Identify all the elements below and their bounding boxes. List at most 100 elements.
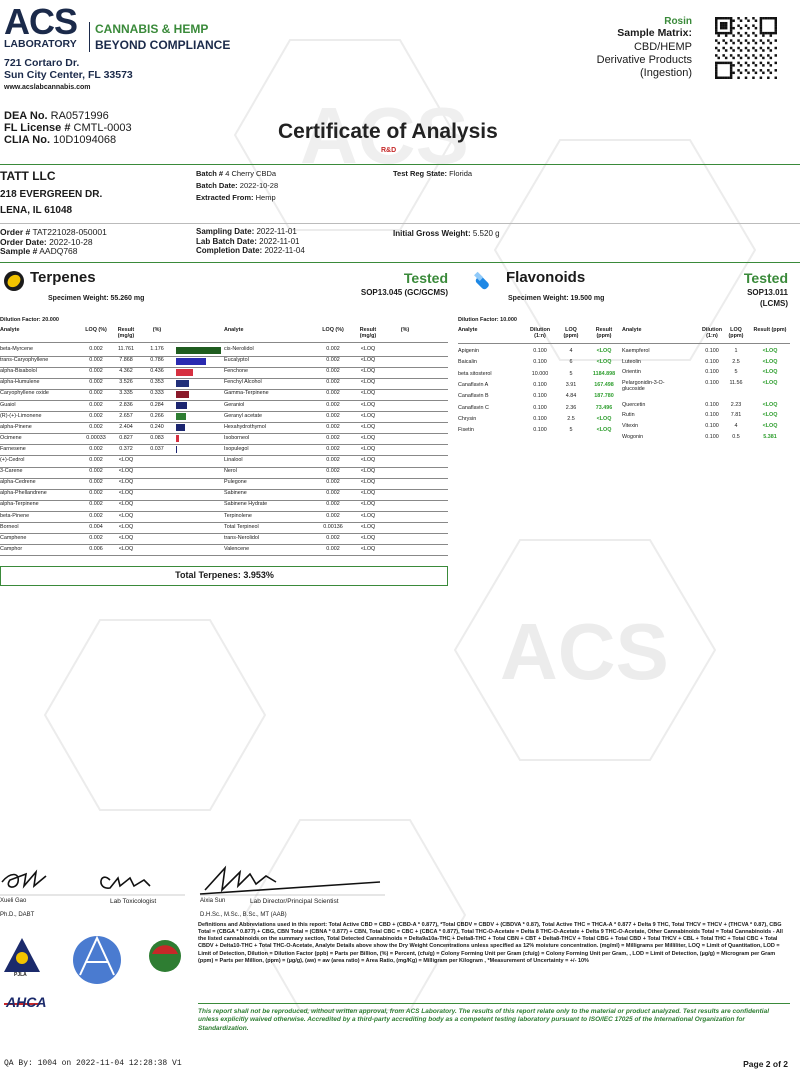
- qr-module: [719, 76, 723, 79]
- table-cell: 0.100: [705, 380, 719, 386]
- table-cell: 11.761: [117, 346, 135, 352]
- table-cell: 0.002: [326, 545, 340, 552]
- qr-module: [715, 17, 718, 20]
- qr-module: [729, 61, 733, 65]
- qr-module: [739, 56, 743, 60]
- qr-module: [724, 26, 728, 30]
- qr-module: [715, 29, 718, 32]
- qr-module: [767, 69, 770, 72]
- table-cell: 0.002: [89, 468, 103, 475]
- table-cell: <LOQ: [360, 501, 376, 508]
- table-cell: 0.284: [150, 401, 164, 408]
- qr-module: [737, 54, 740, 57]
- table-cell: <LOQ: [360, 523, 376, 530]
- result-bar: [176, 390, 189, 398]
- address: Sun City Center, FL 33573: [4, 69, 133, 81]
- total-box: [0, 566, 448, 586]
- qr-module: [767, 39, 770, 42]
- table-rule: [0, 499, 448, 501]
- rule: [198, 1003, 790, 1004]
- product-type: Rosin: [664, 16, 692, 27]
- table-cell: 0.002: [326, 501, 340, 508]
- table-cell: <LOQ: [762, 358, 778, 365]
- qr-module: [715, 24, 718, 27]
- lemon-icon: [4, 271, 24, 291]
- table-cell: <LOQ: [762, 369, 778, 375]
- table-cell: <LOQ: [596, 415, 612, 422]
- matrix-label: Sample Matrix:: [617, 27, 692, 39]
- qr-module: [727, 76, 730, 79]
- qr-module: [759, 26, 763, 30]
- method: SOP13.045 (GC/GCMS): [360, 288, 448, 297]
- qr-module: [715, 46, 718, 50]
- signer-title: Lab Director/Principal Scientist: [250, 898, 339, 905]
- table-cell: alpha-Bisabolol: [0, 368, 37, 375]
- qr-module: [715, 64, 718, 67]
- column-header: Analyte: [622, 327, 642, 333]
- table-cell: <LOQ: [118, 523, 134, 530]
- table-cell: Geranyl acetate: [224, 412, 263, 419]
- result-bar: [176, 435, 180, 443]
- table-cell: 5.381: [763, 433, 777, 440]
- logo: ACS: [4, 1, 78, 42]
- qr-module: [747, 64, 750, 67]
- table-cell: 2.404: [119, 423, 133, 430]
- qr-module: [737, 31, 740, 35]
- qr-module: [762, 34, 765, 37]
- qr-module: [767, 76, 770, 79]
- field: Sample # AADQ768: [0, 246, 78, 256]
- table-cell: 0.002: [326, 368, 340, 375]
- qr-module: [762, 71, 765, 75]
- qr-module: [759, 54, 763, 57]
- table-cell: <LOQ: [762, 412, 778, 418]
- table-cell: 0.002: [326, 390, 340, 397]
- table-cell: 3.335: [119, 390, 133, 397]
- qr-module: [737, 24, 740, 27]
- column-header: Analyte: [458, 327, 478, 333]
- column-header: Dilution (1:n): [701, 327, 723, 339]
- qr-module: [744, 54, 748, 57]
- table-rule: [0, 355, 448, 357]
- signer-name: Aixia Sun: [200, 898, 226, 904]
- table-cell: <LOQ: [360, 401, 376, 408]
- table-rule: [0, 544, 448, 546]
- table-cell: <LOQ: [360, 357, 376, 364]
- table-cell: 0.002: [326, 401, 340, 408]
- table-cell: 0.002: [326, 445, 340, 452]
- table-cell: 0.786: [150, 357, 164, 364]
- qr-module: [759, 31, 763, 35]
- table-cell: Fenchone: [224, 368, 248, 375]
- signer-title: Lab Toxicologist: [110, 898, 157, 905]
- divider: [89, 22, 90, 52]
- qr-module: [715, 19, 718, 22]
- table-cell: Quercetin: [622, 401, 646, 408]
- table-rule: [0, 522, 448, 523]
- qr-module: [724, 49, 728, 52]
- specimen-weight: Specimen Weight: 19.500 mg: [508, 295, 605, 302]
- table-cell: Camphor: [0, 545, 23, 552]
- table-rule: [0, 433, 448, 435]
- table-cell: Caryophyllene oxide: [0, 390, 49, 397]
- qr-module: [724, 21, 728, 25]
- result-bar: [176, 413, 187, 421]
- qr-module: [717, 56, 720, 60]
- field: Order # TAT221028-050001: [0, 227, 107, 237]
- column-header: Result (mg/g): [359, 327, 377, 339]
- column-header: Result (ppm): [595, 327, 613, 339]
- qr-module: [727, 17, 730, 20]
- table-cell: Kaempferol: [622, 348, 650, 354]
- qr-module: [722, 76, 725, 79]
- table-rule: [0, 555, 448, 557]
- qr-module: [747, 71, 750, 75]
- qr-module: [722, 24, 725, 27]
- table-cell: <LOQ: [762, 348, 778, 354]
- table-cell: 0.5: [732, 433, 740, 440]
- table-cell: 5: [569, 370, 573, 377]
- table-cell: 3.91: [565, 381, 577, 388]
- qr-module: [729, 74, 733, 77]
- qr-module: [739, 64, 743, 67]
- qr-module: [752, 76, 755, 79]
- signer-credentials: Ph.D., DABT: [0, 912, 35, 918]
